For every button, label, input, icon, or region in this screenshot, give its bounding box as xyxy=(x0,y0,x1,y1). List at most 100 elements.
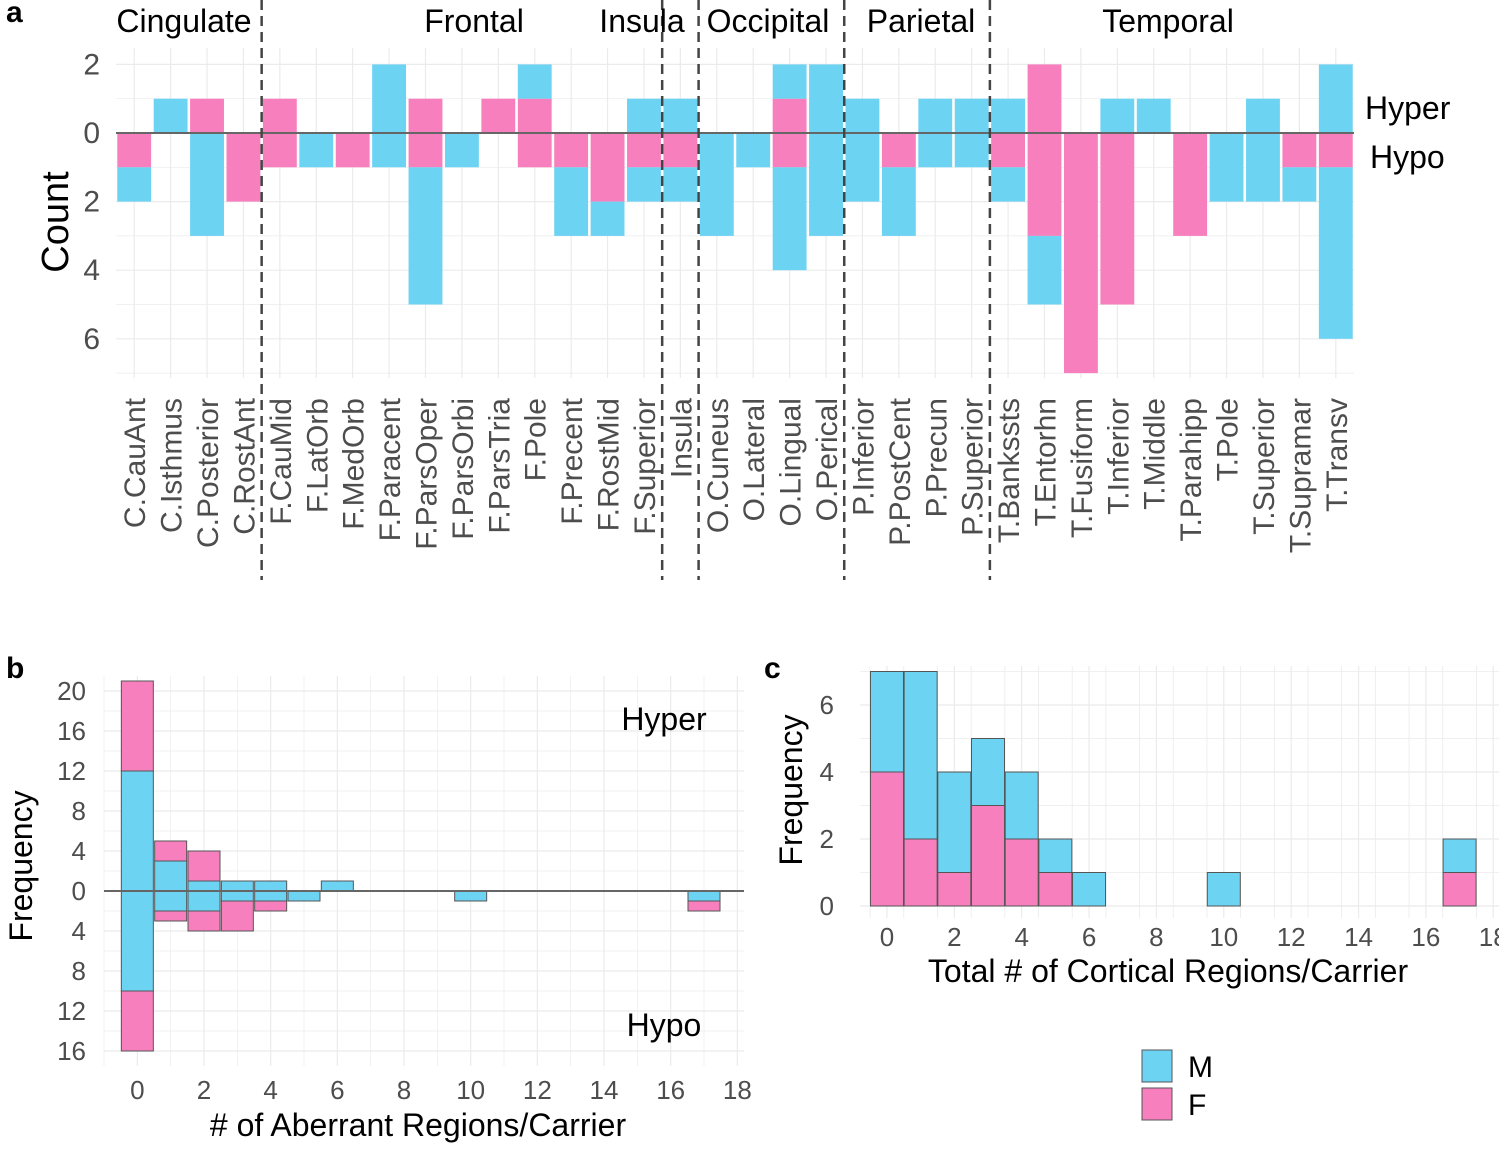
bar-hypo-female xyxy=(991,133,1026,168)
bar-hypo-male xyxy=(991,167,1026,202)
category-label: F.RostMid xyxy=(593,398,626,531)
hyper-label: Hyper xyxy=(1365,90,1451,126)
y-tick-label: 2 xyxy=(83,186,100,219)
group-label-parietal: Parietal xyxy=(867,3,976,39)
bar-hyper-male xyxy=(772,64,807,99)
bar-hypo-male xyxy=(454,890,488,902)
category-label: F.Pole xyxy=(520,398,553,481)
y-tick-label: 12 xyxy=(57,756,86,786)
category-label: F.ParsTria xyxy=(483,398,516,534)
bar-hypo-male xyxy=(187,890,221,912)
category-label: T.Inferior xyxy=(1102,398,1135,515)
category-label: O.Lingual xyxy=(775,398,808,526)
bar-hypo-male xyxy=(772,167,807,271)
x-tick-label: 6 xyxy=(330,1075,344,1105)
bar-hypo-male xyxy=(444,133,479,168)
category-label: C.RostAnt xyxy=(228,397,261,534)
bar-hyper-male xyxy=(153,98,188,133)
category-label: F.Paracent xyxy=(374,397,407,541)
bar-male xyxy=(1442,838,1477,873)
y-tick-label: 0 xyxy=(83,117,100,150)
panel-label-b: b xyxy=(6,652,24,685)
bar-female xyxy=(937,872,972,907)
bar-hypo-male xyxy=(299,133,334,168)
category-label: Insula xyxy=(665,398,698,478)
y-tick-label: 6 xyxy=(83,323,100,356)
bar-hypo-male xyxy=(663,167,698,202)
x-tick-label: 2 xyxy=(947,922,961,952)
y-tick-label: 2 xyxy=(820,824,834,854)
bar-female xyxy=(970,805,1006,907)
x-tick-label: 14 xyxy=(590,1075,619,1105)
bar-male xyxy=(1038,838,1073,873)
bar-hypo-female xyxy=(1282,133,1317,168)
x-tick-label: 12 xyxy=(1277,922,1306,952)
bar-hypo-male xyxy=(254,890,288,902)
legend-swatch-f xyxy=(1141,1087,1173,1121)
bar-hypo-male xyxy=(220,890,254,902)
bar-hyper-male xyxy=(845,98,880,133)
y-tick-label: 4 xyxy=(820,757,834,787)
category-label: T.Transv xyxy=(1321,398,1354,512)
bar-male xyxy=(1072,872,1107,907)
bar-hypo-female xyxy=(1318,133,1353,168)
bar-hyper-male xyxy=(809,64,843,133)
category-label: O.Cuneus xyxy=(702,398,735,533)
bar-hypo-male xyxy=(117,167,152,202)
bar-hypo-female xyxy=(262,133,297,168)
bar-hypo-male xyxy=(287,890,321,902)
legend-label-f: F xyxy=(1188,1089,1206,1122)
panel-label-c: c xyxy=(764,652,781,685)
x-axis-title: # of Aberrant Regions/Carrier xyxy=(210,1107,627,1143)
bar-male xyxy=(937,771,972,873)
bar-hyper-male xyxy=(1100,98,1135,133)
bar-hypo-male xyxy=(845,133,880,202)
x-tick-label: 14 xyxy=(1344,922,1373,952)
y-tick-label: 16 xyxy=(57,716,86,746)
bar-hyper-male xyxy=(220,880,254,892)
category-label: T.Fusiform xyxy=(1066,398,1099,538)
bar-hypo-male xyxy=(554,167,589,236)
category-label: F.LatOrb xyxy=(301,398,334,513)
y-tick-label: 8 xyxy=(72,956,86,986)
category-label: F.CauMid xyxy=(265,398,298,525)
bar-hyper-male xyxy=(1318,64,1353,133)
bar-hypo-male xyxy=(120,890,154,992)
bar-hyper-female xyxy=(1027,64,1062,133)
bar-hyper-male xyxy=(254,880,288,892)
bar-hyper-male xyxy=(187,880,221,892)
category-label: F.ParsOper xyxy=(411,398,444,550)
y-tick-label: 4 xyxy=(72,916,86,946)
group-label-insula: Insula xyxy=(599,3,685,39)
category-label: T.Parahipp xyxy=(1175,398,1208,541)
bar-hypo-male xyxy=(190,133,224,236)
x-tick-label: 10 xyxy=(1209,922,1238,952)
bar-hyper-female xyxy=(120,680,154,772)
bar-hyper-female xyxy=(187,850,221,882)
bar-hypo-male xyxy=(154,890,188,912)
y-tick-label: 2 xyxy=(83,48,100,81)
bar-hypo-male xyxy=(736,133,771,168)
bar-hypo-male xyxy=(627,167,661,202)
category-label: P.PostCent xyxy=(884,397,917,546)
category-label: F.Precent xyxy=(556,397,589,524)
hypo-label: Hypo xyxy=(627,1007,702,1043)
panel-a: Cingulate Frontal Insula Occipital Parietal T… xyxy=(35,0,1451,580)
bar-hypo-male xyxy=(687,890,721,902)
bar-hypo-male xyxy=(809,133,843,236)
x-tick-label: 10 xyxy=(456,1075,485,1105)
bar-female xyxy=(903,838,938,907)
bar-hypo-male xyxy=(699,133,734,236)
x-tick-label: 8 xyxy=(1149,922,1163,952)
bar-hyper-female xyxy=(408,98,443,133)
y-tick-label: 4 xyxy=(72,836,86,866)
group-label-occipital: Occipital xyxy=(707,3,830,39)
category-label: C.Posterior xyxy=(192,398,225,548)
bar-hyper-male xyxy=(991,98,1026,133)
legend-label-m: M xyxy=(1188,1051,1213,1084)
y-tick-label: 16 xyxy=(57,1036,86,1066)
bar-hyper-male xyxy=(320,880,354,892)
bar-hyper-male xyxy=(154,860,188,892)
bar-male xyxy=(970,738,1006,806)
y-axis-title: Frequency xyxy=(773,714,809,865)
